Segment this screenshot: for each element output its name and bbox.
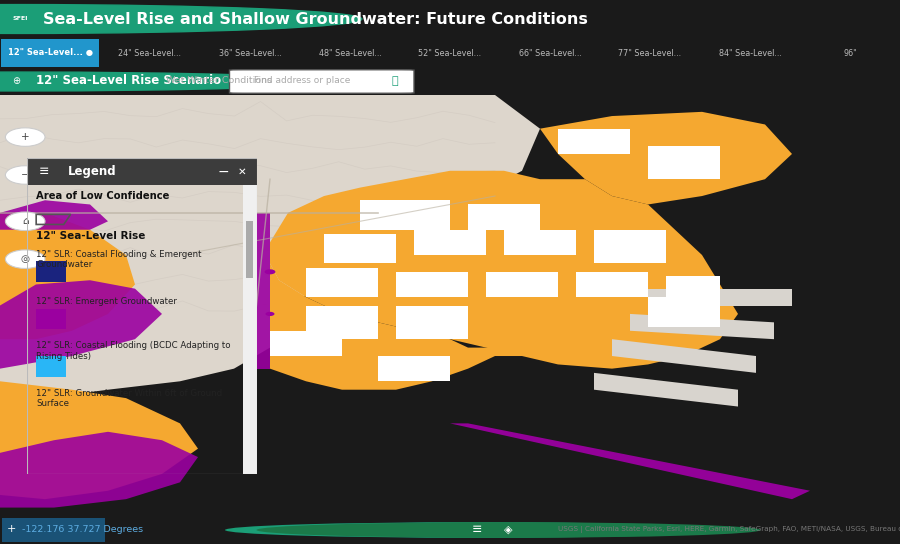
Polygon shape xyxy=(594,373,738,406)
Text: ≡: ≡ xyxy=(472,523,482,536)
Polygon shape xyxy=(270,331,342,356)
Polygon shape xyxy=(396,272,468,297)
Polygon shape xyxy=(504,230,576,255)
Text: 36" Sea-Level...: 36" Sea-Level... xyxy=(219,48,282,58)
Polygon shape xyxy=(0,95,540,398)
Polygon shape xyxy=(666,276,720,306)
Text: 12" Sea-Level Rise: 12" Sea-Level Rise xyxy=(36,231,146,241)
Circle shape xyxy=(5,128,45,146)
Text: ◎: ◎ xyxy=(21,254,30,264)
Polygon shape xyxy=(0,381,198,499)
Text: 12" SLR: Coastal Flooding & Emergent
Groundwater: 12" SLR: Coastal Flooding & Emergent Gro… xyxy=(36,250,202,269)
Polygon shape xyxy=(0,280,162,369)
Circle shape xyxy=(266,312,274,316)
Polygon shape xyxy=(486,272,558,297)
Polygon shape xyxy=(306,268,378,297)
Circle shape xyxy=(5,250,45,268)
Circle shape xyxy=(256,522,760,538)
Text: Wet Winter Conditions: Wet Winter Conditions xyxy=(166,77,273,85)
Polygon shape xyxy=(612,339,756,373)
Text: SFEI: SFEI xyxy=(12,16,28,22)
Text: 12" SLR: Emergent Groundwater: 12" SLR: Emergent Groundwater xyxy=(36,297,177,306)
Bar xyxy=(1,39,99,67)
Text: 12" Sea-Level... ●: 12" Sea-Level... ● xyxy=(7,48,93,58)
Polygon shape xyxy=(648,289,792,306)
Text: 84" Sea-Level...: 84" Sea-Level... xyxy=(718,48,781,58)
Polygon shape xyxy=(630,314,774,339)
Text: Find address or place: Find address or place xyxy=(254,77,350,85)
Circle shape xyxy=(265,269,275,274)
Text: ≡: ≡ xyxy=(39,165,49,178)
Text: 48" Sea-Level...: 48" Sea-Level... xyxy=(319,48,382,58)
Polygon shape xyxy=(540,112,792,205)
Text: Legend: Legend xyxy=(68,165,117,178)
Text: ✕: ✕ xyxy=(238,166,247,177)
Text: 12" SLR: Coastal Flooding (BCDC Adapting to
Rising Tides): 12" SLR: Coastal Flooding (BCDC Adapting… xyxy=(36,341,230,361)
Polygon shape xyxy=(576,272,648,297)
Text: 96": 96" xyxy=(843,48,857,58)
Polygon shape xyxy=(594,230,666,263)
Circle shape xyxy=(5,166,45,184)
Polygon shape xyxy=(306,306,378,339)
Bar xyxy=(36,403,66,423)
Polygon shape xyxy=(0,200,108,230)
Text: 24" Sea-Level...: 24" Sea-Level... xyxy=(119,48,182,58)
Text: 66" Sea-Level...: 66" Sea-Level... xyxy=(518,48,581,58)
Text: 52" Sea-Level...: 52" Sea-Level... xyxy=(418,48,482,58)
Polygon shape xyxy=(324,234,396,263)
Text: +: + xyxy=(21,132,30,142)
Polygon shape xyxy=(648,145,720,179)
Bar xyxy=(36,309,66,329)
Text: Sea-Level Rise and Shallow Groundwater: Future Conditions: Sea-Level Rise and Shallow Groundwater: … xyxy=(43,11,588,27)
Text: ⊕: ⊕ xyxy=(12,77,21,86)
Text: −: − xyxy=(218,165,230,179)
Text: USGS | California State Parks, Esri, HERE, Garmin, SafeGraph, FAO, METI/NASA, US: USGS | California State Parks, Esri, HER… xyxy=(558,526,900,533)
Bar xyxy=(247,221,253,278)
Text: 🔍: 🔍 xyxy=(392,76,398,86)
Text: 12" Sea-Level Rise Scenario: 12" Sea-Level Rise Scenario xyxy=(36,75,221,88)
Polygon shape xyxy=(270,263,522,390)
Text: −: − xyxy=(21,170,30,180)
Bar xyxy=(243,185,256,474)
Polygon shape xyxy=(414,230,486,255)
Bar xyxy=(27,158,256,185)
Polygon shape xyxy=(558,129,630,154)
Text: 12" SLR: Groundwater Within 6ft of Ground
Surface: 12" SLR: Groundwater Within 6ft of Groun… xyxy=(36,388,222,408)
Circle shape xyxy=(225,522,729,538)
Text: ⌂: ⌂ xyxy=(22,217,29,226)
Bar xyxy=(36,262,66,282)
Text: Area of Low Confidence: Area of Low Confidence xyxy=(36,191,169,201)
Polygon shape xyxy=(252,213,270,369)
Text: 77" Sea-Level...: 77" Sea-Level... xyxy=(618,48,681,58)
Polygon shape xyxy=(648,297,720,326)
FancyBboxPatch shape xyxy=(230,70,414,93)
Text: +: + xyxy=(7,524,16,534)
Polygon shape xyxy=(450,423,810,499)
Circle shape xyxy=(5,212,45,231)
Polygon shape xyxy=(468,205,540,230)
Polygon shape xyxy=(0,213,135,339)
Polygon shape xyxy=(0,432,198,508)
Bar xyxy=(2,518,105,542)
Circle shape xyxy=(0,4,362,33)
Text: ◈: ◈ xyxy=(504,524,513,534)
Polygon shape xyxy=(378,356,450,381)
Text: -122.176 37.727 Degrees: -122.176 37.727 Degrees xyxy=(22,525,144,534)
Circle shape xyxy=(0,72,331,91)
Polygon shape xyxy=(396,306,468,339)
Polygon shape xyxy=(270,171,738,369)
Polygon shape xyxy=(360,200,450,230)
Bar xyxy=(36,356,66,376)
